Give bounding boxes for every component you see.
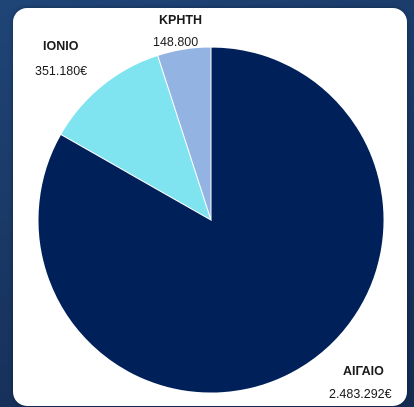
pie-slices xyxy=(37,46,385,394)
pie-slice-ionio xyxy=(59,54,212,222)
slice-value-kriti: 148.800 xyxy=(153,35,198,49)
pie-slice-kriti xyxy=(157,46,212,221)
slice-label-aigaio: ΑΙΓΑΙΟ xyxy=(343,364,384,378)
slice-value-aigaio: 2.483.292€ xyxy=(329,387,392,401)
slice-value-ionio: 351.180€ xyxy=(35,64,87,78)
slice-label-kriti: ΚΡΗΤΗ xyxy=(159,13,202,27)
slice-label-ionio: ΙΟΝΙΟ xyxy=(43,39,79,53)
